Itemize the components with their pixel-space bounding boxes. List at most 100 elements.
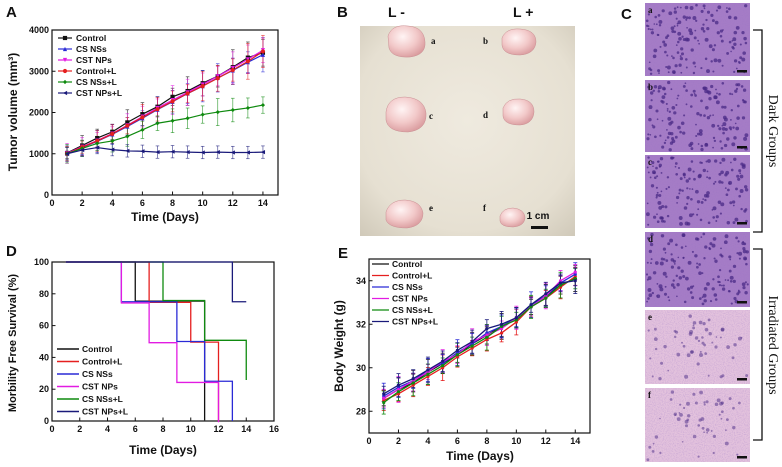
cell-nucleus (657, 69, 661, 73)
cell-nucleus (691, 296, 695, 300)
cell-nucleus (676, 97, 679, 100)
cell-nucleus (650, 232, 654, 237)
cell-nucleus (661, 145, 665, 149)
cell-nucleus (659, 134, 662, 137)
x-tick-label: 14 (570, 436, 580, 446)
data-point (155, 150, 160, 155)
cell-nucleus (741, 116, 746, 120)
cell-nucleus (733, 59, 738, 63)
cell-nucleus (706, 176, 709, 179)
cell-nucleus (679, 56, 684, 61)
cell-nucleus (675, 195, 680, 200)
cell-nucleus (697, 174, 702, 179)
x-axis-label: Time (Days) (129, 443, 197, 457)
cell-nucleus (718, 180, 722, 184)
cell-nucleus (652, 165, 654, 167)
cell-nucleus (654, 176, 657, 179)
cell-nucleus (708, 176, 711, 180)
data-point (215, 150, 220, 155)
tumor-f (499, 207, 526, 228)
cell-nucleus (744, 41, 748, 45)
plot-frame (368, 258, 591, 434)
cell-nucleus (732, 425, 736, 430)
cell-nucleus (737, 83, 741, 87)
cell-nucleus (702, 293, 707, 298)
cell-nucleus (674, 165, 677, 168)
panel-c-histology: C a b c d e f Dark Groups Irradiated Groups (621, 3, 780, 462)
cell-nucleus (735, 87, 739, 90)
data-point (500, 322, 504, 326)
cell-nucleus (673, 25, 676, 28)
data-point (140, 149, 145, 154)
histology-tile: f (645, 388, 750, 462)
cell-nucleus (652, 125, 656, 129)
cell-nucleus (654, 261, 659, 265)
cell-nucleus (695, 3, 698, 7)
cell-nucleus (729, 258, 732, 261)
cell-nucleus (721, 124, 724, 127)
tissue-texture (645, 310, 750, 384)
data-point (200, 112, 205, 117)
cell-nucleus (704, 198, 707, 202)
cell-nucleus (674, 135, 678, 139)
cell-nucleus (724, 441, 729, 446)
cell-nucleus (743, 36, 747, 41)
cell-nucleus (695, 123, 697, 126)
cell-nucleus (740, 85, 744, 88)
data-point (230, 150, 235, 155)
cell-nucleus (725, 429, 727, 431)
cell-nucleus (718, 413, 721, 416)
cell-nucleus (678, 63, 682, 67)
y-tick-label: 4000 (29, 25, 49, 35)
cell-nucleus (694, 254, 698, 258)
cell-nucleus (645, 273, 649, 276)
panel-a-tumor-volume-chart: A 0 2 4 6 8 10 12 1401000200030004000ControlCS … (6, 4, 279, 224)
cell-nucleus (712, 182, 716, 185)
cell-nucleus (736, 116, 740, 120)
scale-bar-label: 1 cm (527, 211, 550, 222)
cell-nucleus (651, 450, 655, 453)
cell-nucleus (646, 202, 649, 205)
data-point (260, 150, 266, 155)
cell-nucleus (745, 374, 749, 378)
cell-nucleus (700, 27, 705, 31)
cell-nucleus (742, 249, 747, 254)
cell-nucleus (698, 42, 700, 45)
cell-nucleus (686, 196, 690, 200)
x-tick-label: 12 (541, 436, 551, 446)
cell-nucleus (689, 6, 694, 10)
legend-entry: CS NSs (76, 44, 107, 54)
data-point (573, 270, 577, 274)
cell-nucleus (704, 245, 708, 249)
histology-tile: e (645, 310, 750, 384)
cell-nucleus (692, 213, 695, 216)
cell-nucleus (713, 95, 718, 100)
data-point (382, 396, 386, 400)
cell-nucleus (650, 258, 653, 261)
cell-nucleus (732, 279, 736, 284)
sample-tag-a: a (431, 36, 436, 46)
cell-nucleus (711, 123, 716, 128)
cell-nucleus (685, 276, 689, 281)
data-point (426, 372, 430, 376)
y-tick-label: 30 (356, 363, 366, 373)
cell-nucleus (697, 208, 700, 211)
tumor-e (385, 199, 424, 229)
cell-nucleus (719, 336, 722, 339)
cell-nucleus (690, 160, 694, 163)
column-label-no-laser: L - (388, 4, 405, 20)
cell-nucleus (716, 31, 720, 35)
data-point (441, 363, 445, 368)
x-tick-label: 10 (186, 424, 196, 434)
cell-nucleus (699, 390, 703, 395)
cell-nucleus (667, 116, 672, 121)
data-point (95, 138, 100, 144)
cell-nucleus (666, 109, 669, 112)
cell-nucleus (656, 33, 659, 37)
cell-nucleus (672, 71, 676, 74)
cell-nucleus (710, 429, 713, 432)
cell-nucleus (720, 247, 722, 250)
cell-nucleus (703, 7, 706, 10)
data-point (455, 353, 459, 357)
x-tick-label: 12 (228, 198, 238, 208)
